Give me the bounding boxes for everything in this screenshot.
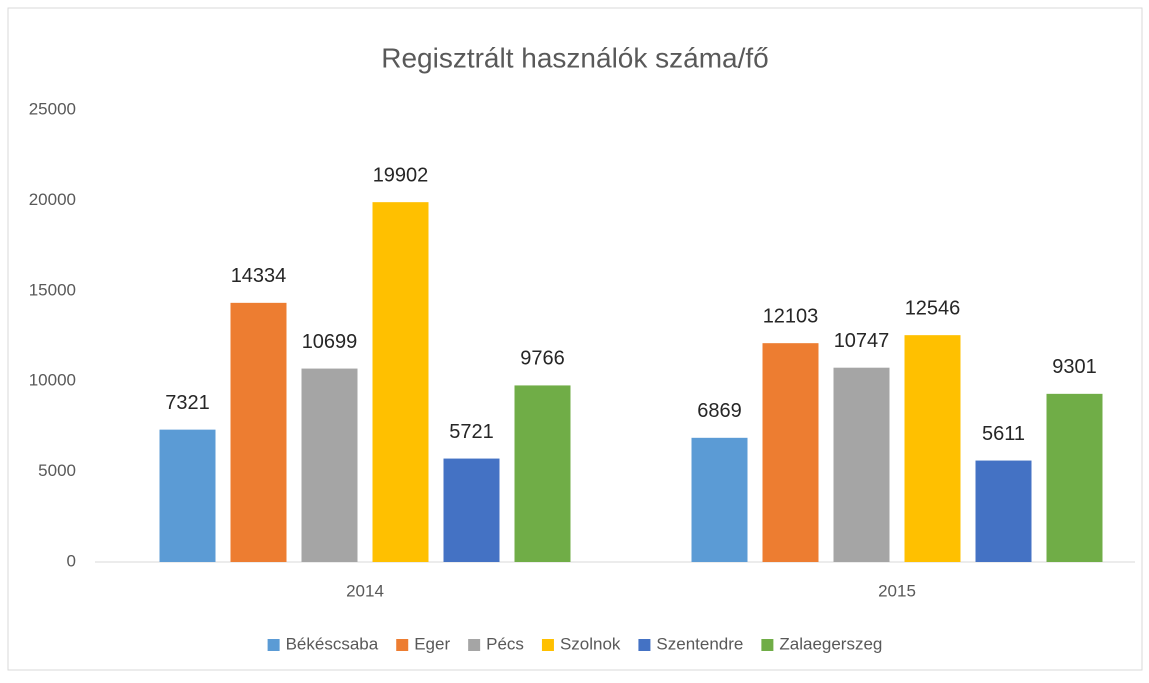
bar xyxy=(372,202,429,562)
data-label: 10747 xyxy=(834,330,890,352)
y-tick-label: 15000 xyxy=(29,280,76,299)
y-tick-label: 20000 xyxy=(29,190,76,209)
data-label: 9766 xyxy=(520,348,565,370)
data-label: 5721 xyxy=(449,421,494,443)
data-label: 6869 xyxy=(697,400,742,422)
chart-title: Regisztrált használók száma/fő xyxy=(381,42,769,73)
data-label: 14334 xyxy=(231,265,287,287)
bar xyxy=(975,460,1032,562)
legend-label: Békéscsaba xyxy=(286,634,379,653)
data-label: 12546 xyxy=(905,297,961,319)
bar xyxy=(691,437,748,562)
legend-swatch xyxy=(468,639,481,651)
data-label: 10699 xyxy=(302,331,358,353)
legend-label: Zalaegerszeg xyxy=(779,634,882,653)
x-tick-label: 2015 xyxy=(878,581,916,600)
data-label: 9301 xyxy=(1052,356,1097,378)
bar xyxy=(301,368,358,562)
legend-swatch xyxy=(267,639,280,651)
data-label: 7321 xyxy=(165,392,210,414)
legend-swatch xyxy=(541,639,554,651)
legend-swatch xyxy=(638,639,651,651)
bar xyxy=(1046,393,1103,562)
bar xyxy=(904,335,961,562)
y-tick-label: 0 xyxy=(67,551,76,570)
data-label: 12103 xyxy=(763,305,819,327)
x-tick-label: 2014 xyxy=(346,581,384,600)
bar xyxy=(230,302,287,562)
legend-swatch xyxy=(396,639,409,651)
data-label: 5611 xyxy=(982,423,1025,445)
legend-label: Eger xyxy=(414,634,450,653)
chart-frame xyxy=(7,7,1143,671)
bar xyxy=(762,343,819,562)
bar xyxy=(443,458,500,562)
y-tick-label: 10000 xyxy=(29,371,76,390)
bar xyxy=(159,429,216,562)
legend-label: Pécs xyxy=(486,634,524,653)
data-label: 19902 xyxy=(373,164,429,186)
bar xyxy=(514,385,571,562)
y-tick-label: 25000 xyxy=(29,99,76,118)
legend-swatch xyxy=(761,639,774,651)
legend-label: Szolnok xyxy=(560,634,621,653)
bar xyxy=(833,367,890,562)
y-tick-label: 5000 xyxy=(38,461,76,480)
legend-label: Szentendre xyxy=(656,634,743,653)
